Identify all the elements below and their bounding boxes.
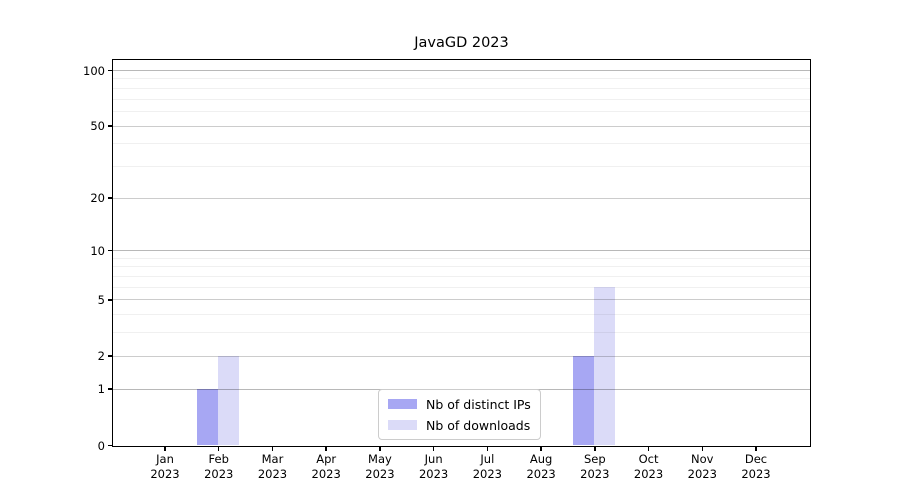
y-tick-label-100: 100	[83, 63, 105, 78]
y-tick-label-20: 20	[90, 191, 105, 206]
x-tick-may	[379, 446, 381, 451]
x-tick-label-jul: Jul 2023	[456, 452, 518, 482]
x-tick-apr	[325, 446, 327, 451]
plot-area	[112, 59, 811, 447]
gridline-20	[113, 197, 810, 199]
gridline-10	[113, 250, 810, 252]
bar-downloads-sep-2023	[594, 286, 616, 445]
gridline-minor-6	[113, 286, 810, 288]
x-tick-year: 2023	[472, 467, 502, 481]
x-tick-month: Jul	[480, 452, 495, 466]
x-tick-jan	[164, 446, 166, 451]
x-tick-label-nov: Nov 2023	[671, 452, 733, 482]
x-tick-month: Mar	[261, 452, 284, 466]
bars-layer	[113, 60, 810, 446]
x-tick-nov	[701, 446, 704, 451]
x-tick-label-feb: Feb 2023	[188, 452, 250, 482]
x-tick-label-may: May 2023	[349, 452, 411, 482]
x-tick-month: Jan	[156, 452, 174, 466]
x-tick-oct	[647, 446, 650, 451]
gridline-minor-60	[113, 110, 810, 112]
bar-ips-feb-2023	[197, 388, 219, 445]
x-tick-year: 2023	[687, 467, 717, 481]
x-tick-year: 2023	[526, 467, 556, 481]
gridline-minor-80	[113, 87, 810, 89]
x-tick-label-jun: Jun 2023	[403, 452, 465, 482]
y-tick-label-10: 10	[90, 243, 105, 258]
x-tick-label-aug: Aug 2023	[510, 452, 572, 482]
legend-label-downloads: Nb of downloads	[426, 417, 531, 433]
y-tick-label-50: 50	[90, 119, 105, 134]
gridline-minor-4	[113, 314, 810, 316]
x-tick-sep	[594, 446, 596, 451]
legend-swatch-distinct-ips	[388, 399, 417, 409]
x-tick-year: 2023	[418, 467, 449, 481]
x-tick-jul	[486, 446, 489, 451]
y-tick-label-0: 0	[97, 438, 105, 453]
x-tick-month: May	[368, 452, 392, 466]
x-tick-label-dec: Dec 2023	[725, 452, 787, 482]
x-tick-month: Sep	[583, 452, 606, 466]
gridline-minor-8	[113, 266, 810, 268]
x-tick-month: Dec	[744, 452, 768, 466]
x-tick-year: 2023	[365, 467, 395, 481]
gridline-minor-9	[113, 257, 810, 259]
x-tick-year: 2023	[204, 467, 234, 481]
gridline-50	[113, 125, 810, 127]
gridline-5	[113, 299, 810, 301]
x-tick-label-sep: Sep 2023	[564, 452, 626, 482]
x-tick-year: 2023	[741, 467, 771, 481]
x-tick-month: Feb	[208, 452, 229, 466]
legend-label-distinct-ips: Nb of distinct IPs	[426, 396, 531, 412]
x-tick-year: 2023	[257, 467, 288, 481]
y-tick-20	[108, 197, 113, 199]
y-tick-10	[108, 249, 113, 252]
gridline-minor-70	[113, 98, 810, 100]
x-tick-month: Apr	[316, 452, 337, 466]
x-tick-label-mar: Mar 2023	[241, 452, 303, 482]
x-tick-year: 2023	[633, 467, 664, 481]
grid-layer	[113, 60, 810, 446]
gridline-minor-3	[113, 332, 810, 334]
y-tick-0	[108, 444, 113, 447]
x-tick-year: 2023	[150, 467, 180, 481]
x-tick-label-oct: Oct 2023	[618, 452, 680, 482]
x-tick-month: Oct	[638, 452, 659, 466]
x-tick-label-jan: Jan 2023	[134, 452, 196, 482]
x-tick-month: Nov	[691, 452, 714, 466]
gridline-minor-90	[113, 78, 810, 80]
x-tick-dec	[755, 446, 757, 451]
y-tick-2	[108, 355, 113, 357]
x-tick-feb	[217, 446, 220, 451]
x-tick-year: 2023	[311, 467, 341, 481]
y-tick-5	[108, 299, 113, 301]
y-tick-1	[108, 388, 113, 390]
gridline-minor-7	[113, 276, 810, 278]
bar-downloads-feb-2023	[218, 355, 240, 445]
x-tick-mar	[271, 446, 274, 451]
legend-item-downloads: Nb of downloads	[388, 416, 531, 434]
x-tick-label-apr: Apr 2023	[295, 452, 357, 482]
legend: Nb of distinct IPs Nb of downloads	[378, 389, 541, 440]
y-tick-label-1: 1	[97, 382, 105, 397]
x-tick-jun	[432, 446, 435, 451]
x-tick-year: 2023	[580, 467, 610, 481]
bar-ips-sep-2023	[573, 355, 595, 445]
x-tick-month: Aug	[529, 452, 553, 466]
legend-item-distinct-ips: Nb of distinct IPs	[388, 395, 531, 413]
x-tick-month: Jun	[424, 452, 443, 466]
x-tick-aug	[540, 446, 542, 451]
gridline-100	[113, 70, 810, 71]
gridline-minor-30	[113, 165, 810, 167]
y-tick-50	[108, 125, 113, 127]
y-tick-label-5: 5	[97, 292, 105, 307]
chart-title: JavaGD 2023	[414, 35, 509, 51]
legend-swatch-downloads	[388, 420, 417, 430]
y-tick-label-2: 2	[97, 349, 105, 364]
gridline-2	[113, 355, 810, 357]
gridline-minor-40	[113, 143, 810, 145]
y-tick-100	[108, 69, 113, 72]
